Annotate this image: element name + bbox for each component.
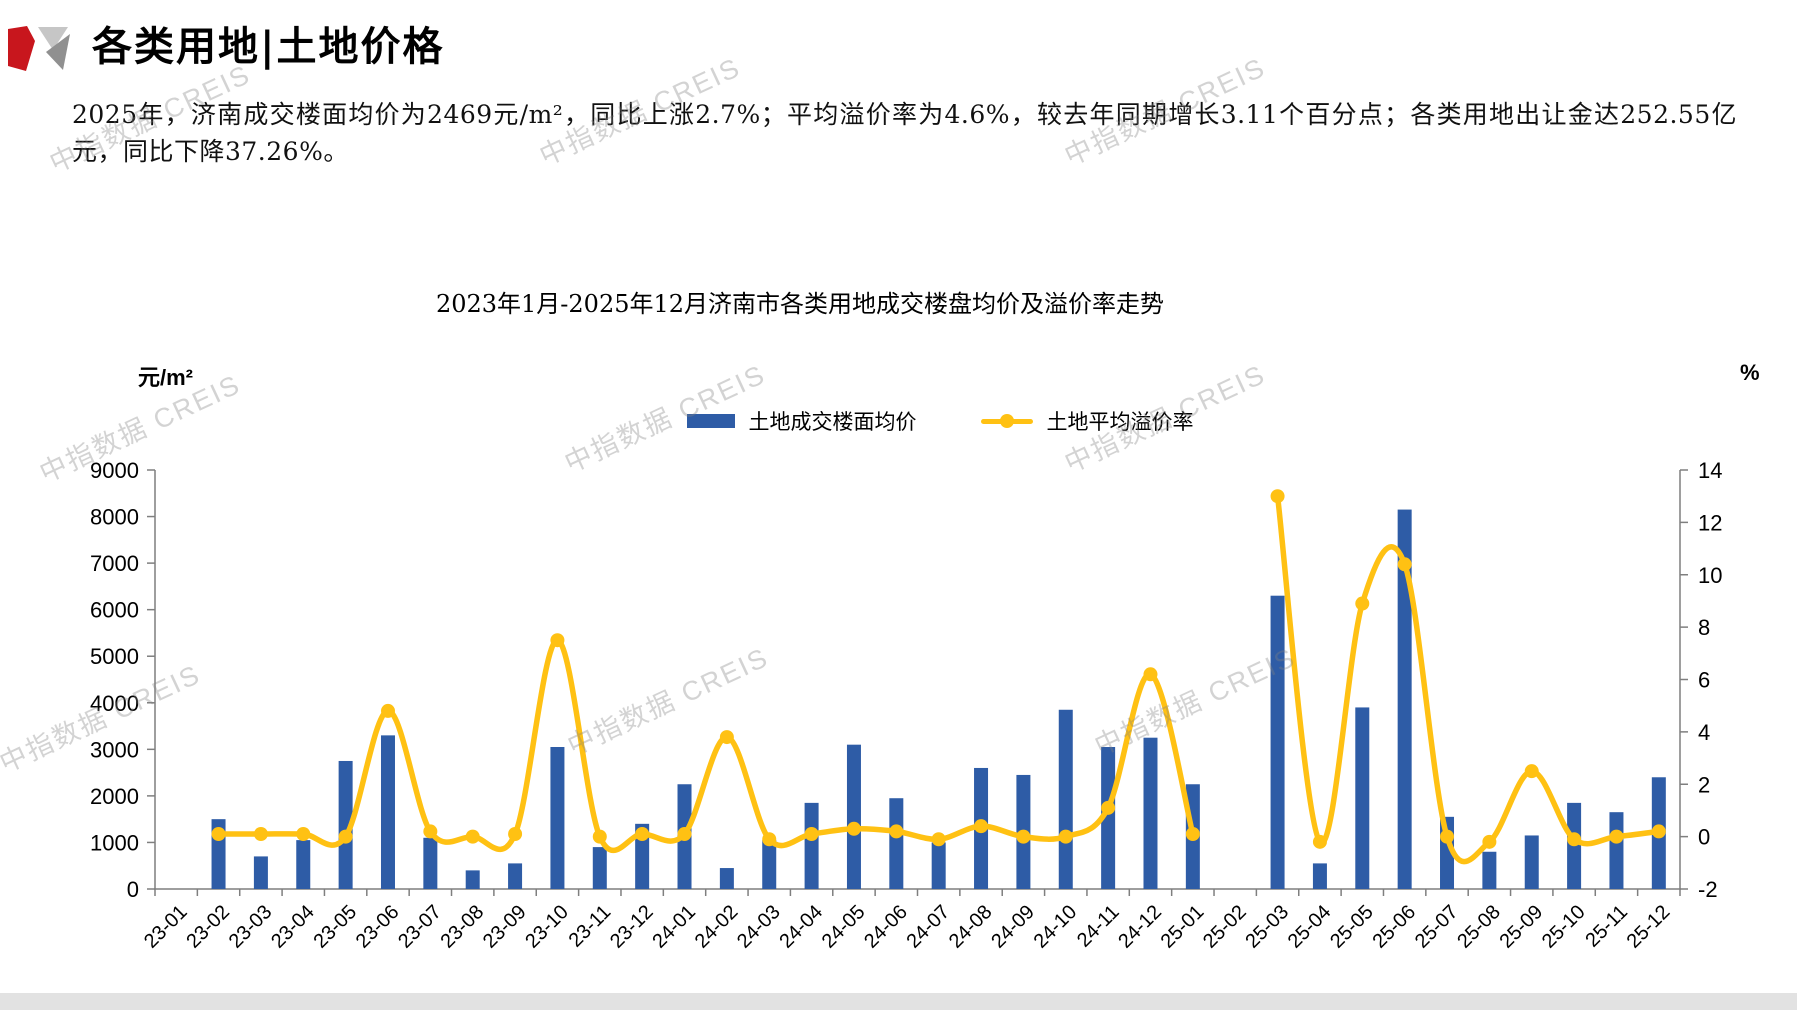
svg-text:23-10: 23-10 — [521, 901, 573, 953]
svg-text:23-07: 23-07 — [394, 901, 446, 953]
svg-text:24-04: 24-04 — [775, 901, 827, 953]
svg-text:23-08: 23-08 — [437, 901, 489, 953]
bar-series-label: 土地成交楼面均价 — [748, 410, 917, 434]
svg-text:24-11: 24-11 — [1073, 901, 1124, 952]
svg-text:25-11: 25-11 — [1581, 901, 1632, 952]
creis-logo — [8, 26, 70, 71]
svg-text:24-12: 24-12 — [1114, 901, 1166, 953]
summary-paragraph: 2025年，济南成交楼面均价为2469元/m²，同比上涨2.7%；平均溢价率为4… — [72, 100, 1737, 166]
svg-text:9000: 9000 — [90, 458, 139, 483]
svg-text:10: 10 — [1698, 563, 1722, 588]
svg-text:8: 8 — [1698, 615, 1710, 640]
chart-title: 2023年1月-2025年12月济南市各类用地成交楼盘均价及溢价率走势 — [435, 290, 1165, 318]
svg-text:24-01: 24-01 — [648, 901, 700, 953]
svg-text:23-06: 23-06 — [352, 901, 404, 953]
line-series — [215, 493, 1662, 865]
svg-text:25-07: 25-07 — [1411, 901, 1463, 953]
svg-text:25-10: 25-10 — [1538, 901, 1590, 953]
page-title: 各类用地|土地价格 — [92, 23, 445, 70]
svg-text:14: 14 — [1698, 458, 1722, 483]
svg-text:25-02: 25-02 — [1199, 901, 1251, 953]
svg-text:8000: 8000 — [90, 505, 139, 530]
svg-text:12: 12 — [1698, 510, 1722, 535]
svg-text:24-03: 24-03 — [733, 901, 785, 953]
svg-text:24-10: 24-10 — [1030, 901, 1082, 953]
svg-text:0: 0 — [1698, 825, 1710, 850]
axes — [147, 469, 1688, 896]
svg-text:5000: 5000 — [90, 644, 139, 669]
svg-text:-2: -2 — [1698, 877, 1718, 902]
legend-item-line-series: 土地平均溢价率 — [980, 406, 1194, 436]
svg-text:24-02: 24-02 — [691, 901, 743, 953]
svg-text:25-03: 25-03 — [1241, 901, 1293, 953]
svg-text:23-02: 23-02 — [182, 901, 234, 953]
right-axis-tick-labels: -2 0 2 4 6 8 10 12 14 — [1698, 458, 1722, 902]
bar-series-swatch — [686, 414, 735, 428]
svg-text:23-01: 23-01 — [140, 901, 192, 953]
svg-text:24-05: 24-05 — [818, 901, 870, 953]
svg-text:24-08: 24-08 — [945, 901, 997, 953]
footer-strip — [0, 993, 1797, 1010]
svg-text:3000: 3000 — [90, 737, 139, 762]
line-series-swatch — [980, 414, 1033, 428]
svg-text:7000: 7000 — [90, 551, 139, 576]
svg-text:4: 4 — [1698, 720, 1710, 745]
svg-text:23-05: 23-05 — [309, 901, 361, 953]
svg-text:6: 6 — [1698, 668, 1710, 693]
svg-text:24-06: 24-06 — [860, 901, 912, 953]
svg-text:23-11: 23-11 — [565, 901, 616, 952]
svg-text:23-09: 23-09 — [479, 901, 531, 953]
svg-text:23-04: 23-04 — [267, 901, 319, 953]
logo-dark-gray-triangle — [46, 34, 70, 70]
svg-text:25-08: 25-08 — [1453, 901, 1505, 953]
legend-item-bar-series: 土地成交楼面均价 — [686, 406, 917, 436]
x-axis-tick-labels: 23-0123-0223-0323-0423-0523-0623-0723-08… — [140, 901, 1674, 953]
left-axis-tick-labels: 0 1000 2000 3000 4000 5000 6000 7000 8000 9000 — [90, 458, 139, 902]
svg-text:23-12: 23-12 — [606, 901, 658, 953]
left-axis-unit-label: 元/m² — [138, 365, 194, 390]
svg-text:25-12: 25-12 — [1623, 901, 1675, 953]
chart-legend: 土地成交楼面均价 土地平均溢价率 — [560, 406, 1320, 436]
svg-text:25-05: 25-05 — [1326, 901, 1378, 953]
svg-text:6000: 6000 — [90, 598, 139, 623]
right-axis-unit-label: % — [1740, 360, 1760, 385]
svg-text:2000: 2000 — [90, 784, 139, 809]
svg-text:25-06: 25-06 — [1368, 901, 1420, 953]
svg-text:24-09: 24-09 — [987, 901, 1039, 953]
logo-red-shape — [8, 26, 35, 71]
svg-text:1000: 1000 — [90, 830, 139, 855]
svg-text:23-03: 23-03 — [225, 901, 277, 953]
svg-text:0: 0 — [127, 877, 139, 902]
svg-text:24-07: 24-07 — [902, 901, 954, 953]
logo-light-gray-triangle — [38, 27, 68, 50]
svg-text:4000: 4000 — [90, 691, 139, 716]
svg-text:2: 2 — [1698, 772, 1710, 797]
line-series-label: 土地平均溢价率 — [1046, 410, 1194, 434]
svg-text:25-04: 25-04 — [1284, 901, 1336, 953]
line-series-markers — [211, 489, 1666, 849]
svg-text:25-01: 25-01 — [1157, 901, 1209, 953]
svg-text:25-09: 25-09 — [1496, 901, 1548, 953]
